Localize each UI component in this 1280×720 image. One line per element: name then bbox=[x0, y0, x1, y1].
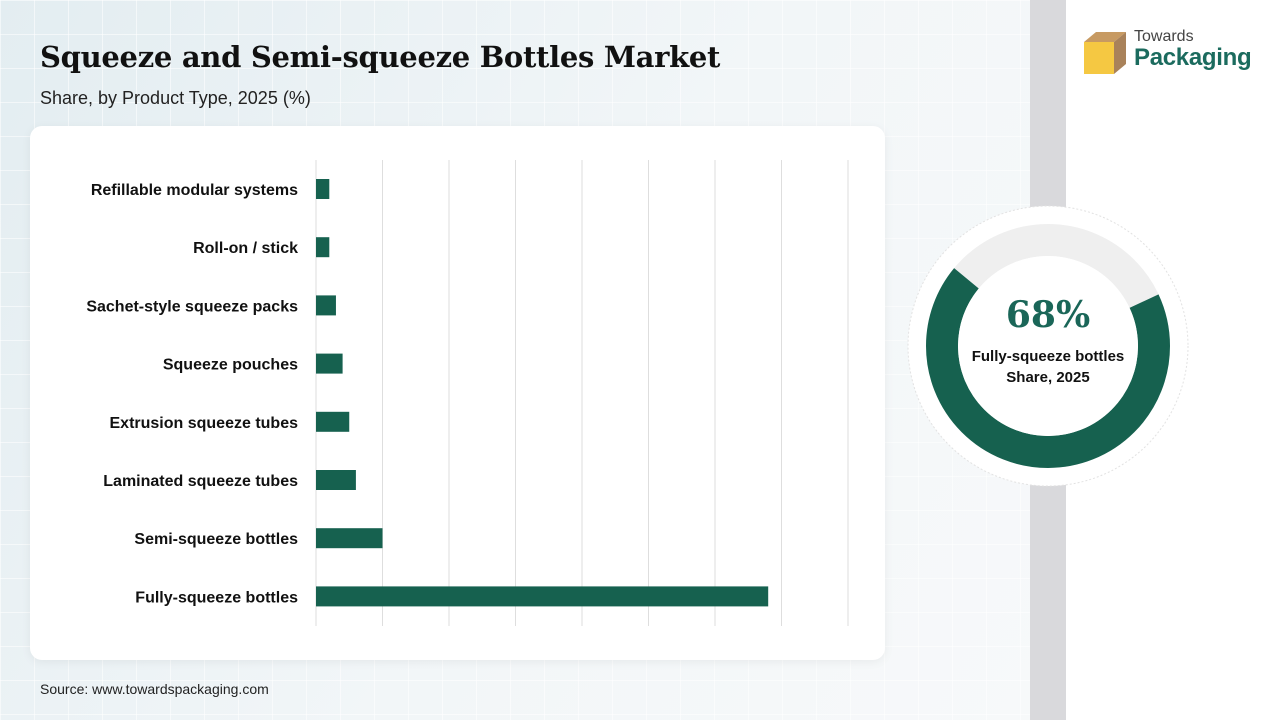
bar-chart: Refillable modular systems Roll-on / stic… bbox=[86, 160, 849, 626]
category-label: Squeeze pouches bbox=[163, 357, 298, 374]
bar bbox=[316, 470, 356, 490]
category-label: Extrusion squeeze tubes bbox=[110, 415, 299, 432]
brand-logo: Towards Packaging bbox=[1082, 28, 1262, 78]
brand-name-bottom: Packaging bbox=[1134, 44, 1252, 71]
category-label: Roll-on / stick bbox=[193, 240, 298, 257]
box-icon bbox=[1084, 32, 1126, 74]
donut-hole bbox=[958, 256, 1138, 436]
donut-value: 68% bbox=[1005, 294, 1091, 336]
bar bbox=[316, 295, 336, 316]
category-label: Semi-squeeze bottles bbox=[134, 531, 298, 548]
chart-card: Refillable modular systems Roll-on / stic… bbox=[30, 126, 885, 660]
share-donut: 68% Fully-squeeze bottles Share, 2025 bbox=[906, 204, 1190, 488]
bar bbox=[316, 411, 350, 432]
source-note: Source: www.towardspackaging.com bbox=[40, 681, 269, 697]
bar bbox=[316, 353, 343, 374]
bar bbox=[316, 528, 383, 549]
donut-label: Fully-squeeze bottles Share, 2025 bbox=[971, 348, 1125, 386]
donut-chart bbox=[907, 205, 1189, 487]
bar bbox=[316, 586, 769, 607]
category-label: Fully-squeeze bottles bbox=[135, 589, 298, 606]
bar bbox=[316, 237, 330, 258]
category-label: Refillable modular systems bbox=[91, 182, 298, 199]
bar bbox=[316, 179, 330, 199]
donut-value-arc bbox=[926, 224, 1170, 468]
category-label: Sachet-style squeeze packs bbox=[86, 298, 298, 315]
category-label: Laminated squeeze tubes bbox=[103, 473, 298, 490]
page-subtitle: Share, by Product Type, 2025 (%) bbox=[40, 88, 311, 108]
brand-name-top: Towards bbox=[1134, 28, 1194, 45]
page-title: Squeeze and Semi-squeeze Bottles Market bbox=[40, 40, 721, 74]
